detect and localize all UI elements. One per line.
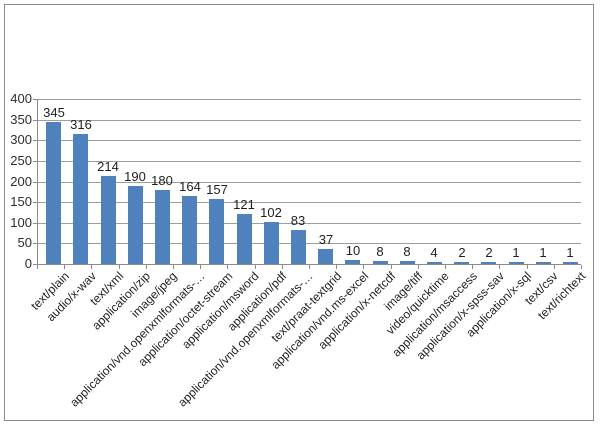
bar xyxy=(182,196,197,264)
y-gridline xyxy=(37,202,581,203)
bar-value-label: 1 xyxy=(539,245,547,260)
y-axis-tick xyxy=(33,99,37,100)
x-axis-tick xyxy=(255,265,256,269)
bar-value-label: 10 xyxy=(345,243,361,258)
x-axis-tick xyxy=(527,265,528,269)
x-axis-tick xyxy=(472,265,473,269)
bar xyxy=(318,249,333,264)
y-axis-tick-label: 200 xyxy=(10,174,32,189)
y-axis-tick xyxy=(33,243,37,244)
bar xyxy=(454,262,469,264)
y-axis-tick xyxy=(33,264,37,265)
x-axis-tick xyxy=(309,265,310,269)
bar-value-label: 164 xyxy=(179,179,201,194)
bar xyxy=(345,260,360,264)
y-gridline xyxy=(37,120,581,121)
bar-value-label: 2 xyxy=(485,245,493,260)
bar-value-label: 190 xyxy=(124,169,146,184)
bar-value-label: 4 xyxy=(430,245,438,260)
bar-value-label: 214 xyxy=(97,159,119,174)
bar-value-label: 83 xyxy=(290,213,306,228)
y-gridline xyxy=(37,161,581,162)
bar-value-label: 180 xyxy=(151,173,173,188)
bar-value-label: 345 xyxy=(43,105,65,120)
y-axis-tick-label: 400 xyxy=(10,91,32,106)
bar-value-label: 102 xyxy=(260,205,282,220)
y-axis-tick-label: 0 xyxy=(24,256,32,271)
y-gridline xyxy=(37,99,581,100)
bar-value-label: 121 xyxy=(233,197,255,212)
bar xyxy=(536,262,551,264)
bar xyxy=(264,222,279,264)
x-axis-tick xyxy=(119,265,120,269)
y-axis-tick-label: 350 xyxy=(10,112,32,127)
y-axis-tick xyxy=(33,223,37,224)
bar xyxy=(509,262,524,264)
x-axis-tick xyxy=(554,265,555,269)
y-axis-tick-label: 250 xyxy=(10,153,32,168)
y-axis-tick xyxy=(33,202,37,203)
y-axis-tick-label: 300 xyxy=(10,132,32,147)
bar-value-label: 157 xyxy=(206,182,228,197)
bar xyxy=(427,262,442,264)
x-axis-tick xyxy=(581,265,582,269)
x-axis-tick xyxy=(64,265,65,269)
bar-value-label: 1 xyxy=(566,245,574,260)
x-axis-tick xyxy=(336,265,337,269)
y-axis-tick xyxy=(33,161,37,162)
x-axis-tick xyxy=(445,265,446,269)
bar xyxy=(101,176,116,264)
y-gridline xyxy=(37,182,581,183)
y-axis-tick-label: 100 xyxy=(10,215,32,230)
bar xyxy=(400,261,415,264)
bar-value-label: 1 xyxy=(512,245,520,260)
bar xyxy=(291,230,306,264)
bar xyxy=(481,262,496,264)
y-axis-tick xyxy=(33,182,37,183)
bar-value-label: 316 xyxy=(70,117,92,132)
bar xyxy=(155,190,170,264)
bar xyxy=(73,134,88,264)
bar-value-label: 2 xyxy=(458,245,466,260)
y-gridline xyxy=(37,140,581,141)
x-axis-tick xyxy=(200,265,201,269)
x-axis-tick xyxy=(499,265,500,269)
x-axis-tick xyxy=(146,265,147,269)
y-axis-tick xyxy=(33,140,37,141)
y-axis-tick-label: 150 xyxy=(10,194,32,209)
bar xyxy=(209,199,224,264)
x-axis-tick xyxy=(418,265,419,269)
bar xyxy=(563,262,578,264)
x-axis-tick xyxy=(173,265,174,269)
x-axis-tick xyxy=(37,265,38,269)
x-axis-tick xyxy=(282,265,283,269)
x-axis-line xyxy=(37,264,581,265)
bar-value-label: 8 xyxy=(403,244,411,259)
x-axis-tick xyxy=(391,265,392,269)
bar-value-label: 8 xyxy=(376,244,384,259)
bar xyxy=(128,186,143,264)
bar xyxy=(373,261,388,264)
y-gridline xyxy=(37,223,581,224)
bar-value-label: 37 xyxy=(318,232,334,247)
bar xyxy=(237,214,252,264)
y-axis-tick xyxy=(33,120,37,121)
x-axis-tick xyxy=(363,265,364,269)
x-axis-tick xyxy=(91,265,92,269)
y-axis-tick-label: 50 xyxy=(17,235,32,250)
y-gridline xyxy=(37,243,581,244)
x-axis-tick xyxy=(227,265,228,269)
bar xyxy=(46,122,61,264)
y-axis-line xyxy=(37,99,38,265)
